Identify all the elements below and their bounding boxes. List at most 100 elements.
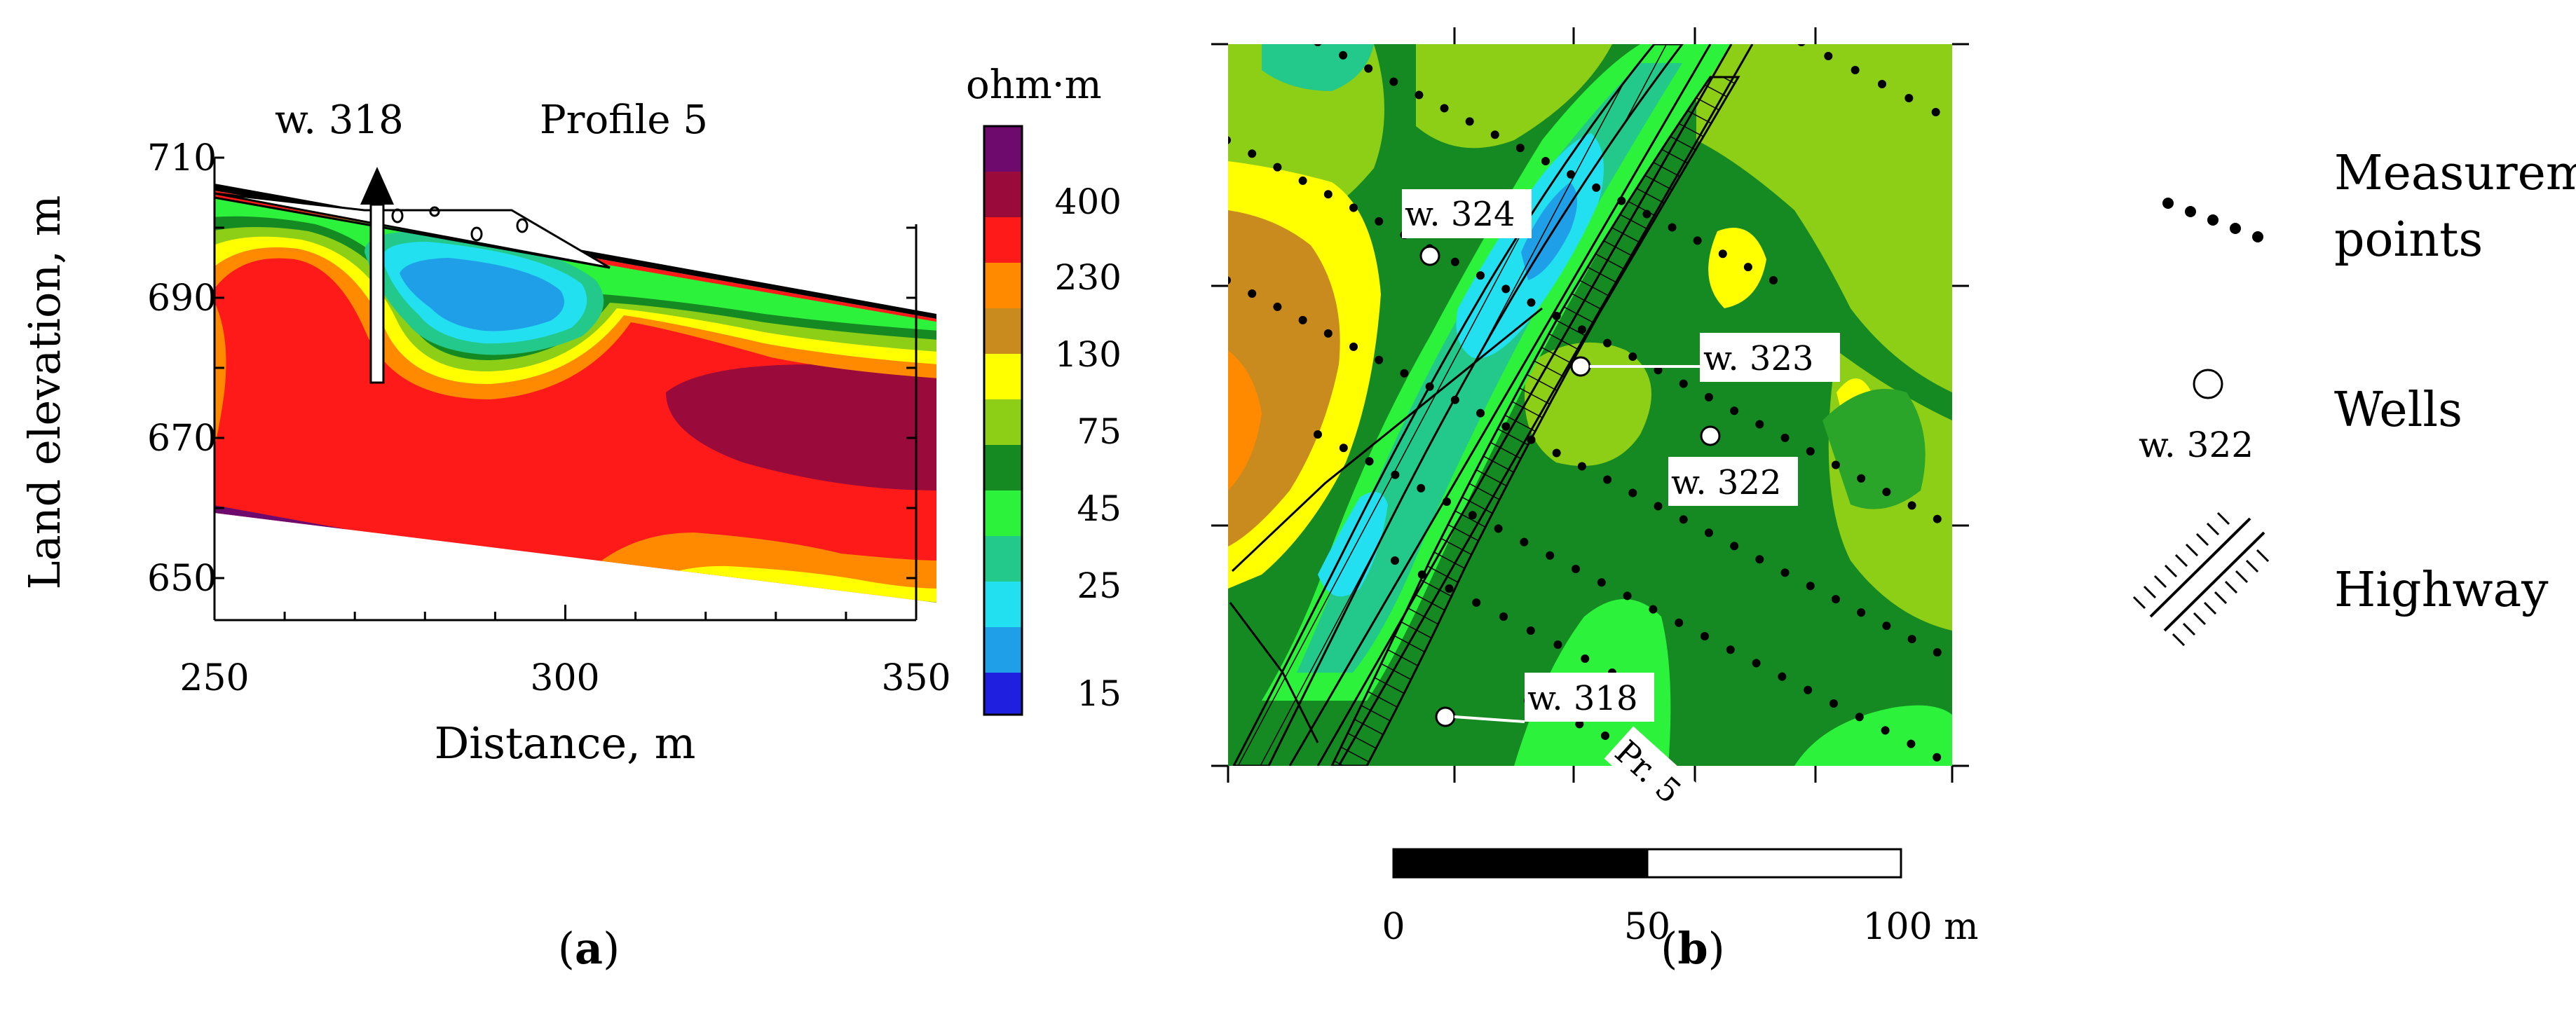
measurement-point: [1704, 528, 1713, 537]
legend-well-symbol: [2193, 369, 2223, 399]
measurement-point: [1855, 713, 1864, 722]
measurement-point: [1472, 598, 1481, 607]
measurement-point: [1904, 94, 1914, 102]
band-bottom-45: [806, 603, 939, 610]
measurement-point: [1417, 483, 1426, 493]
well-322-label: w. 322: [1671, 463, 1782, 502]
legend-dot: [2162, 198, 2174, 209]
measurement-point: [1581, 654, 1590, 663]
well-318-label: w. 318: [275, 97, 404, 143]
measurement-point: [1804, 685, 1813, 694]
y-tick-label: 690: [147, 277, 217, 320]
measurement-point: [1553, 640, 1562, 649]
embankment-base: [214, 196, 611, 269]
measurement-point: [1415, 90, 1424, 99]
scale-bar: 0 50 100 m: [1382, 848, 1979, 948]
profile-title: Profile 5: [540, 97, 708, 143]
highway-outline: [1229, 602, 1319, 743]
legend-hatch-tick: [2182, 622, 2196, 636]
measurement-point: [1515, 144, 1525, 153]
measurement-point: [1831, 595, 1840, 604]
legend-measurement-label: Measurement: [2334, 146, 2576, 201]
panel-a: w. 318 Profile 5 710 690 670 650 250 300…: [19, 62, 1122, 974]
highway-lane-line: [1288, 44, 1712, 766]
zone-orange-bright: [1228, 350, 1262, 490]
axis-ticks: [213, 156, 918, 620]
measurement-point: [1769, 276, 1778, 284]
measurement-point: [1603, 475, 1612, 484]
measurement-point: [1501, 284, 1511, 294]
measurement-point: [1349, 342, 1358, 351]
measurement-point: [1465, 117, 1474, 126]
measurement-point: [1499, 612, 1508, 621]
colorbar-swatch: [984, 217, 1022, 263]
measurement-point: [1248, 149, 1257, 158]
x-tick-label: 250: [179, 657, 249, 699]
zone-45-south: [1794, 705, 1952, 766]
measurement-point: [1654, 502, 1663, 511]
well-324-symbol: [1419, 245, 1440, 266]
measurement-point: [1755, 420, 1764, 429]
measurement-point: [1730, 542, 1739, 551]
measurement-point: [1520, 537, 1529, 547]
measurement-point: [1248, 289, 1257, 298]
measurement-point: [1440, 104, 1449, 113]
legend-hatch-tick: [2235, 570, 2249, 584]
measurement-point: [1228, 136, 1231, 144]
measurement-point: [1958, 122, 1967, 130]
measurement-point: [1389, 77, 1398, 86]
measurement-point: [1314, 44, 1322, 46]
legend-wells-label: Wells: [2334, 383, 2462, 438]
legend-hatch-tick: [2203, 601, 2217, 615]
measurement-point: [1476, 409, 1485, 418]
measurement-point: [1375, 355, 1384, 364]
scale-tick-label: 0: [1382, 906, 1405, 948]
legend-dot: [2185, 206, 2196, 217]
measurement-point: [1693, 236, 1702, 245]
y-tick-label: 710: [147, 137, 217, 179]
measurement-point: [1857, 474, 1866, 483]
legend-hatch-tick: [2206, 522, 2220, 536]
measurement-point: [1829, 699, 1838, 708]
panel-label-a: (a): [558, 923, 620, 974]
colorbar-swatch: [984, 582, 1022, 627]
measurement-point: [1780, 433, 1790, 442]
well-318-borehole: [369, 203, 385, 384]
colorbar-swatch: [984, 673, 1022, 715]
measurement-point: [1577, 325, 1586, 334]
legend-hatch-tick: [2195, 533, 2209, 547]
measurement-point: [1907, 739, 1916, 748]
profile-5-tag-bg: [1604, 726, 1712, 830]
measurement-point: [1933, 648, 1942, 657]
legend-measurement-label-2: points: [2334, 212, 2483, 268]
measurement-point: [1314, 430, 1322, 439]
measurement-point: [1958, 528, 1967, 537]
highway-embankment-west: [1232, 44, 1684, 766]
measurement-point: [1349, 203, 1358, 212]
measurement-point: [1806, 447, 1815, 456]
measurement-point: [1592, 183, 1601, 192]
measurement-point: [1443, 497, 1451, 506]
highway-lane-line: [1316, 44, 1733, 766]
colorbar-level: 400: [1055, 181, 1122, 222]
scale-tick-label: 100 m: [1862, 906, 1978, 948]
colorbar-frame: [983, 125, 1023, 716]
measurement-point: [1824, 52, 1833, 60]
measurement-point: [1339, 50, 1348, 60]
map-field: [1228, 44, 1967, 766]
measurement-point: [1603, 338, 1612, 348]
zone-15: [400, 258, 564, 331]
rock-symbol: [391, 208, 404, 224]
measurement-point: [1445, 584, 1454, 593]
measurement-point: [1743, 263, 1752, 272]
measurement-point: [1490, 130, 1499, 139]
colorbar-swatch: [984, 627, 1022, 673]
measurement-point: [1577, 462, 1586, 471]
measurement-point: [1364, 64, 1373, 73]
measurement-point: [1882, 488, 1891, 497]
legend-highway-line: [2163, 531, 2265, 632]
map-ticks: [1211, 27, 1969, 783]
legend-dot: [2230, 223, 2241, 234]
measurement-point: [1552, 312, 1561, 321]
